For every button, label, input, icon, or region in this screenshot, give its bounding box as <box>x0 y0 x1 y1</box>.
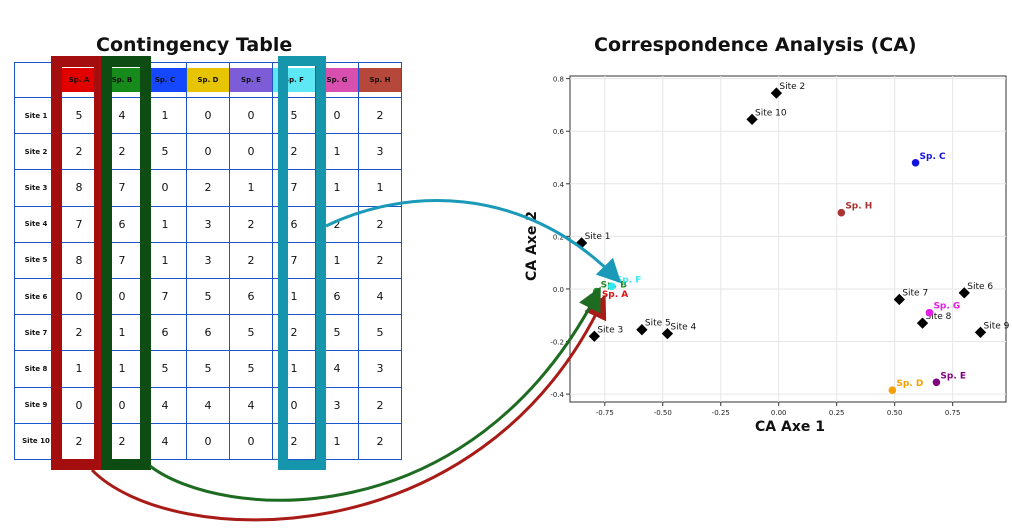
sp-f-column-frame <box>278 56 326 470</box>
table-cell: 2 <box>358 96 402 135</box>
contingency-table-title: Contingency Table <box>96 34 293 56</box>
species-header-label: Sp. C <box>144 68 186 92</box>
table-cell: 2 <box>358 241 402 279</box>
y-tick-label: -0.2 <box>550 339 564 347</box>
plot-grid <box>570 76 1006 402</box>
y-tick-label: 0.2 <box>553 233 564 241</box>
x-tick-label: -0.25 <box>712 409 730 417</box>
species-header-label: Sp. A <box>58 68 100 92</box>
x-tick-label: 0.75 <box>945 409 961 417</box>
plot-area <box>569 75 1007 403</box>
table-cell: 0 <box>229 96 273 135</box>
sp-b-column-frame <box>101 56 151 470</box>
species-point <box>607 282 616 291</box>
table-cell: 2 <box>229 241 273 279</box>
table-cell: 5 <box>229 314 273 352</box>
table-cell: 0 <box>186 96 230 135</box>
species-point <box>888 386 897 394</box>
site-label-cell: Site 2 <box>14 133 58 171</box>
table-cell: 4 <box>358 277 402 316</box>
species-point-label: Sp. A <box>602 290 628 300</box>
table-cell: 5 <box>57 96 101 135</box>
y-axis-label: CA Axe 2 <box>524 211 540 281</box>
site-point <box>916 317 929 329</box>
y-tick-label: 0.4 <box>553 181 565 189</box>
y-tick-label: 0.8 <box>553 76 564 84</box>
site-point-label: Site 1 <box>585 232 611 242</box>
ca-title: Correspondence Analysis (CA) <box>594 34 917 56</box>
x-axis-label: CA Axe 1 <box>755 419 825 435</box>
axis-ticks: -0.75 -0.50 -0.25 0.00 0.25 0.50 0.75 -0.4 -0.2 0… <box>550 76 960 417</box>
site-label-cell: Site 3 <box>14 169 58 207</box>
table-cell: 6 <box>229 277 273 316</box>
table-cell: 3 <box>186 241 230 279</box>
sp-a-column-frame <box>51 56 105 470</box>
table-cell: 0 <box>186 422 230 460</box>
species-header-sph: Sp. H <box>358 62 402 98</box>
species-header-spd: Sp. D <box>186 62 230 98</box>
table-corner-cell <box>14 62 58 98</box>
y-tick-label: 0.0 <box>553 286 564 294</box>
site-point <box>661 327 674 340</box>
table-cell: 3 <box>186 205 230 243</box>
x-tick-label: 0.00 <box>771 409 787 417</box>
table-cell: 2 <box>358 422 402 460</box>
site-point <box>636 324 648 336</box>
site-label-cell: Site 7 <box>14 314 58 352</box>
site-point-label: Site 4 <box>670 323 696 333</box>
site-point-label: Site 8 <box>926 312 952 322</box>
species-point-label: Sp. F <box>616 275 642 285</box>
site-label-cell: Site 10 <box>14 422 58 460</box>
y-tick-label: 0.6 <box>553 128 565 136</box>
table-cell: 3 <box>358 133 402 171</box>
site-point-label: Site 3 <box>597 325 623 335</box>
species-point <box>911 158 920 167</box>
table-cell: 1 <box>358 169 402 207</box>
species-header-label: Sp. D <box>187 68 229 92</box>
site-point-label: Site 10 <box>755 108 787 118</box>
site-point <box>588 330 601 342</box>
table-cell: 5 <box>229 350 273 388</box>
table-cell: 1 <box>229 169 273 207</box>
table-cell: 5 <box>358 314 402 352</box>
table-cell: 0 <box>186 133 230 171</box>
x-tick-label: -0.50 <box>654 409 672 417</box>
species-header-spe: Sp. E <box>229 62 273 98</box>
species-point-label: Sp. H <box>845 202 872 212</box>
site-label-cell: Site 4 <box>14 205 58 243</box>
table-cell: 5 <box>186 350 230 388</box>
site-point-label: Site 9 <box>983 321 1009 331</box>
species-point <box>932 378 941 387</box>
x-tick-label: -0.75 <box>596 409 614 417</box>
x-tick-label: 0.50 <box>887 409 903 417</box>
site-point-label: Site 5 <box>645 319 671 329</box>
arrow-sp-b <box>149 286 601 502</box>
species-point-label: Sp. G <box>933 302 960 312</box>
table-cell: 7 <box>57 205 101 243</box>
site-point <box>974 326 987 338</box>
species-point-label: Sp. E <box>940 371 966 381</box>
species-point <box>925 308 934 317</box>
table-cell: 2 <box>358 386 402 424</box>
table-cell: 8 <box>57 169 101 207</box>
species-point-label: Sp. D <box>896 379 923 389</box>
site-point <box>893 293 905 306</box>
x-tick-label: 0.25 <box>829 409 845 417</box>
site-point-label: Site 7 <box>902 288 928 298</box>
species-point <box>837 208 846 217</box>
site-point-label: Site 2 <box>779 82 805 92</box>
species-point-label: Sp. C <box>920 152 946 162</box>
species-header-label: Sp. H <box>359 68 401 92</box>
arrow-sp-f <box>325 199 622 284</box>
y-tick-label: -0.4 <box>550 391 564 399</box>
species-header-label: Sp. E <box>230 68 272 92</box>
arrow-sp-a <box>90 294 607 522</box>
site-point-label: Site 6 <box>967 282 993 292</box>
table-cell: 2 <box>229 205 273 243</box>
site-point <box>958 287 970 299</box>
